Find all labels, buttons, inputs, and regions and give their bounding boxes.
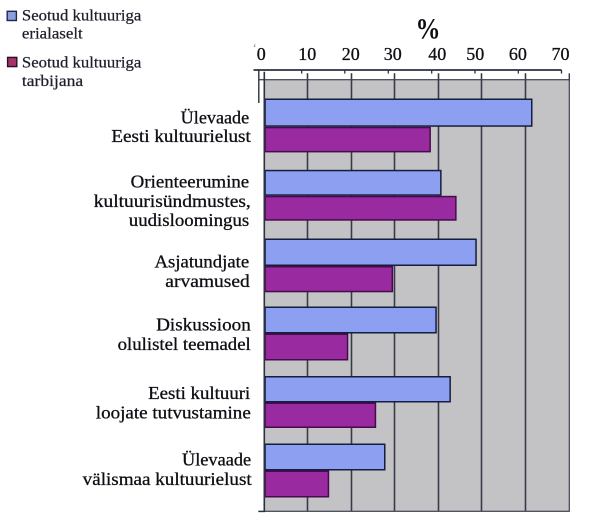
svg-text:Diskussioon: Diskussioon — [156, 314, 251, 334]
svg-text:70: 70 — [552, 44, 570, 64]
svg-text:tarbijana: tarbijana — [22, 73, 83, 90]
svg-text:olulistel teemadel: olulistel teemadel — [118, 334, 251, 354]
svg-text:‘: ‘ — [253, 40, 257, 55]
svg-text:Asjatundjate: Asjatundjate — [155, 252, 250, 272]
svg-text:10: 10 — [298, 44, 316, 64]
svg-text:Ülevaade: Ülevaade — [181, 108, 250, 128]
svg-text:kultuurisündmustes,: kultuurisündmustes, — [94, 191, 251, 211]
svg-text:Orienteerumine: Orienteerumine — [131, 172, 250, 192]
svg-text:Eesti kultuurielust: Eesti kultuurielust — [111, 126, 250, 146]
svg-text:Seotud kultuuriga: Seotud kultuuriga — [22, 54, 141, 71]
svg-text:60: 60 — [509, 44, 527, 64]
svg-text:30: 30 — [384, 44, 402, 64]
svg-text:Seotud kultuuriga: Seotud kultuuriga — [22, 8, 141, 25]
svg-text:Ülevaade: Ülevaade — [182, 449, 251, 469]
svg-text:40: 40 — [428, 44, 446, 64]
svg-text:20: 20 — [342, 44, 360, 64]
svg-text:välismaa kultuurielust: välismaa kultuurielust — [83, 469, 252, 489]
svg-text:50: 50 — [466, 44, 484, 64]
svg-text:%: % — [416, 12, 441, 45]
svg-text:arvamused: arvamused — [165, 271, 250, 291]
svg-text:erialaselt: erialaselt — [22, 26, 83, 43]
svg-text:loojate tutvustamine: loojate tutvustamine — [96, 403, 251, 423]
svg-text:Eesti kultuuri: Eesti kultuuri — [148, 383, 250, 403]
svg-text:0: 0 — [257, 44, 266, 64]
svg-text:uudisloomingus: uudisloomingus — [129, 210, 249, 230]
